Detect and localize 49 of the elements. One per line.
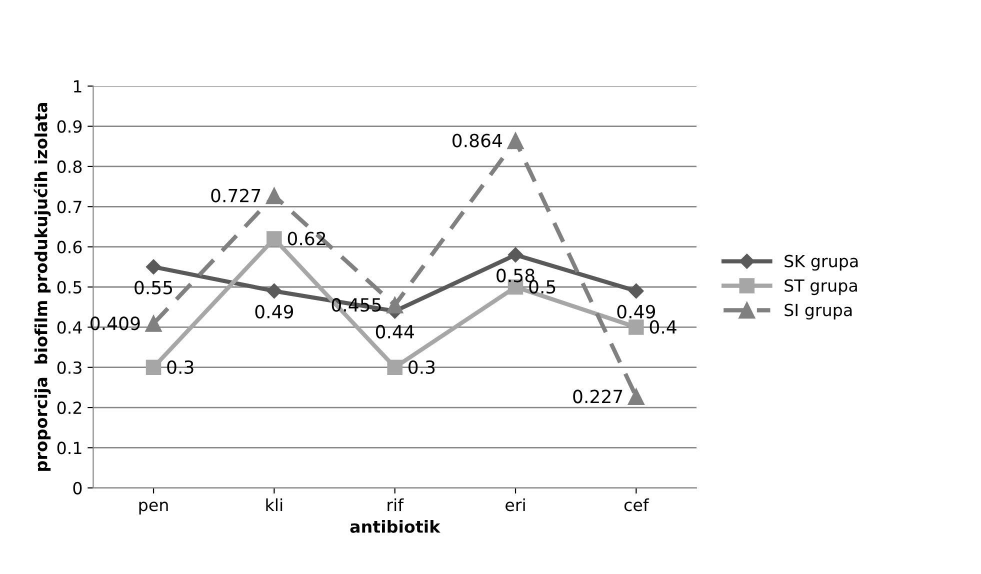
point: [386, 296, 404, 314]
y-tick-label: 0.5: [57, 280, 82, 294]
data-label: 0.727: [211, 188, 260, 202]
y-tick-label: 0.9: [57, 120, 82, 133]
data-label: 0.455: [332, 298, 381, 312]
x-tick-label: rif: [388, 498, 404, 511]
y-tick-label: 1: [74, 80, 82, 92]
data-label: 0.864: [452, 134, 502, 148]
point: [146, 360, 162, 375]
point: [508, 247, 524, 262]
legend-label: SI grupa: [784, 304, 852, 320]
y-tick-label: 0.2: [57, 402, 82, 414]
point: [628, 388, 645, 406]
x-tick-label: kli: [266, 498, 282, 511]
data-label: 0.58: [496, 268, 534, 282]
data-label: 0.49: [617, 304, 656, 318]
x-tick-label: pen: [139, 502, 168, 514]
point: [628, 320, 644, 335]
point: [266, 187, 283, 204]
x-tick-label: eri: [506, 498, 525, 512]
x-tick-label: cef: [624, 498, 650, 512]
point: [507, 132, 524, 150]
y-tick-label: 0.4: [57, 321, 82, 334]
data-label: 0.55: [134, 280, 172, 294]
y-tick-label: 0.8: [57, 160, 82, 174]
point: [146, 259, 162, 274]
y-tick-label: 0.3: [57, 361, 82, 374]
y-tick-label: 0: [73, 482, 82, 494]
point: [387, 360, 402, 375]
y-tick-label: 0.1: [57, 442, 82, 454]
data-label: 0.4: [650, 320, 676, 334]
y-axis-title: proporcija biofilm produkujućih izolata: [34, 103, 51, 471]
data-label: 0.3: [167, 360, 194, 374]
data-label: 0.62: [288, 232, 326, 246]
point: [628, 283, 644, 299]
data-label: 0.44: [376, 324, 414, 339]
data-label: 0.49: [255, 304, 294, 318]
point: [266, 283, 282, 299]
data-label: 0.3: [408, 360, 435, 374]
data-label: 0.409: [90, 316, 140, 330]
legend-label: SK grupa: [784, 254, 858, 271]
x-axis-title: antibiotik: [350, 520, 440, 533]
point: [145, 315, 162, 332]
legend-label: ST grupa: [784, 279, 857, 296]
y-tick-label: 0.6: [57, 240, 82, 254]
point: [266, 231, 282, 246]
y-tick-label: 0.7: [57, 200, 82, 214]
data-label: 0.5: [529, 280, 556, 294]
data-label: 0.227: [573, 390, 622, 404]
